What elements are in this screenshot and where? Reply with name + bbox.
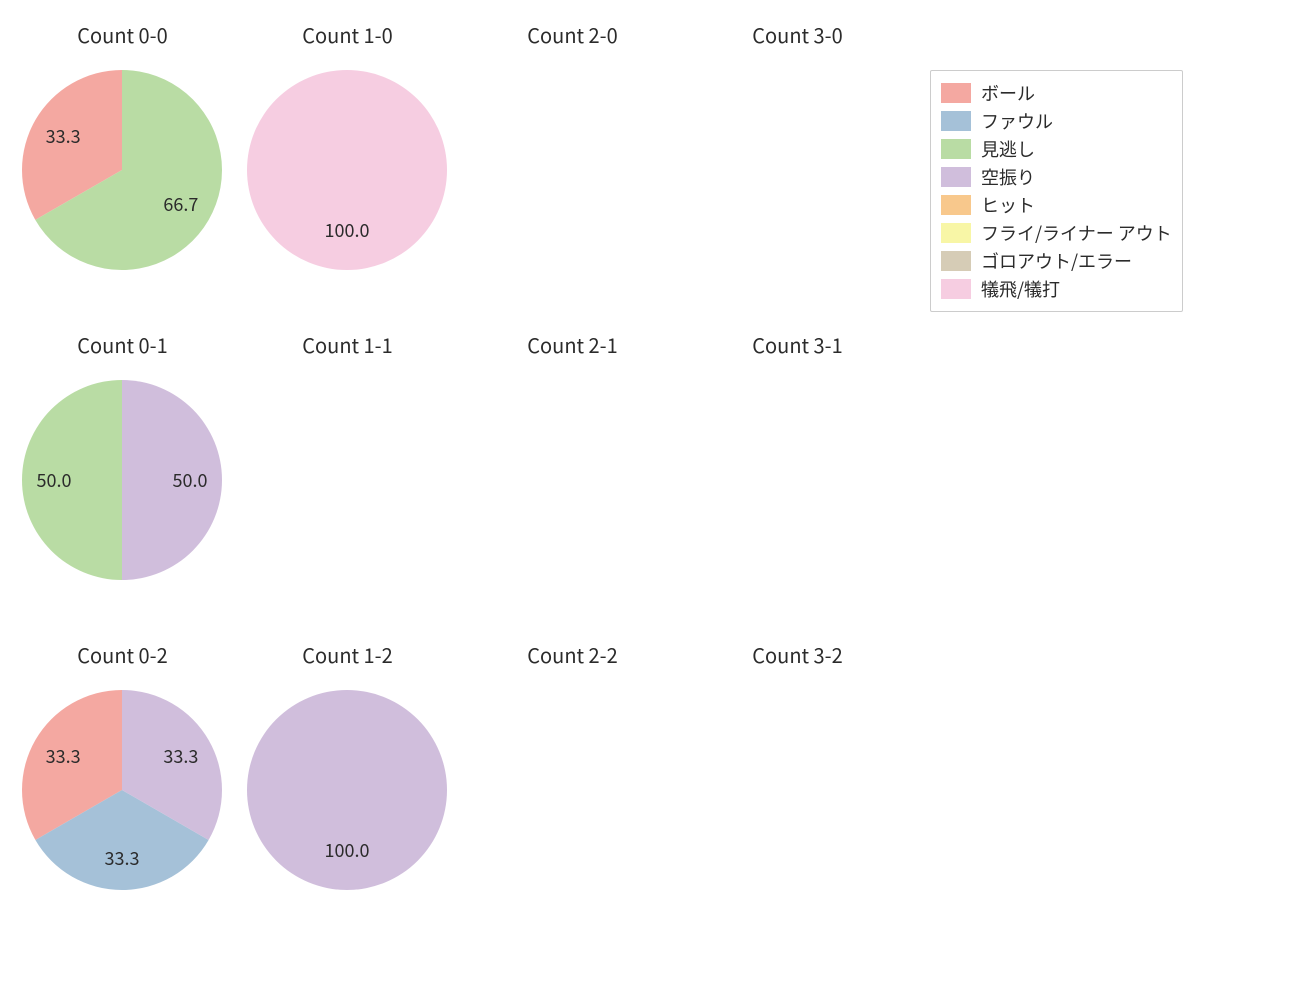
legend-swatch [941, 279, 971, 299]
pie-label: 33.3 [163, 743, 198, 769]
legend-item-sac: 犠飛/犠打 [941, 275, 1172, 303]
panel-count-2-2: Count 2-2 [460, 640, 685, 950]
pie-label: 100.0 [325, 837, 370, 863]
panel-title: Count 3-2 [685, 640, 910, 669]
legend-label: ボール [981, 80, 1035, 106]
panel-count-0-2: Count 0-2 33.3 33.3 33.3 [10, 640, 235, 950]
legend-label: 犠飛/犠打 [981, 276, 1060, 302]
legend: ボールファウル見逃し空振りヒットフライ/ライナー アウトゴロアウト/エラー犠飛/… [930, 70, 1183, 312]
pie-label: 33.3 [105, 845, 140, 871]
legend-label: ゴロアウト/エラー [981, 248, 1132, 274]
legend-item-ball: ボール [941, 79, 1172, 107]
panel-count-1-0: Count 1-0 100.0 [235, 20, 460, 330]
panel-title: Count 2-2 [460, 640, 685, 669]
panel-count-2-1: Count 2-1 [460, 330, 685, 640]
legend-item-swing: 空振り [941, 163, 1172, 191]
panel-count-3-0: Count 3-0 [685, 20, 910, 330]
pie-label: 33.3 [46, 743, 81, 769]
panel-title: Count 0-0 [10, 20, 235, 49]
panel-title: Count 3-1 [685, 330, 910, 359]
panel-count-3-2: Count 3-2 [685, 640, 910, 950]
pie: 33.3 33.3 33.3 [22, 690, 222, 890]
panel-title: Count 0-1 [10, 330, 235, 359]
panel-title: Count 0-2 [10, 640, 235, 669]
legend-swatch [941, 167, 971, 187]
panel-title: Count 2-1 [460, 330, 685, 359]
legend-label: ヒット [981, 192, 1035, 218]
pie: 33.3 66.7 [22, 70, 222, 270]
pie-label: 100.0 [325, 217, 370, 243]
legend-swatch [941, 223, 971, 243]
panel-title: Count 2-0 [460, 20, 685, 49]
chart-grid: Count 0-0 33.3 66.7 Count 1-0 100.0 Count 2-0… [0, 0, 1300, 1000]
legend-label: 空振り [981, 164, 1035, 190]
pie-label: 50.0 [37, 467, 72, 493]
panel-title: Count 1-0 [235, 20, 460, 49]
panel-count-0-1: Count 0-1 50.0 50.0 [10, 330, 235, 640]
legend-label: ファウル [981, 108, 1053, 134]
panel-title: Count 3-0 [685, 20, 910, 49]
legend-swatch [941, 251, 971, 271]
pie-label: 50.0 [173, 467, 208, 493]
legend-item-hit: ヒット [941, 191, 1172, 219]
pie-label: 66.7 [163, 191, 198, 217]
legend-item-foul: ファウル [941, 107, 1172, 135]
legend-item-groundout: ゴロアウト/エラー [941, 247, 1172, 275]
legend-swatch [941, 195, 971, 215]
pie: 100.0 [247, 690, 447, 890]
legend-label: 見逃し [981, 136, 1035, 162]
pie: 100.0 [247, 70, 447, 270]
pie: 50.0 50.0 [22, 380, 222, 580]
panel-title: Count 1-1 [235, 330, 460, 359]
panel-count-1-2: Count 1-2 100.0 [235, 640, 460, 950]
legend-item-flyout: フライ/ライナー アウト [941, 219, 1172, 247]
legend-swatch [941, 83, 971, 103]
panel-count-0-0: Count 0-0 33.3 66.7 [10, 20, 235, 330]
panel-title: Count 1-2 [235, 640, 460, 669]
panel-count-2-0: Count 2-0 [460, 20, 685, 330]
legend-item-miss: 見逃し [941, 135, 1172, 163]
pie-label: 33.3 [46, 123, 81, 149]
panel-count-3-1: Count 3-1 [685, 330, 910, 640]
legend-label: フライ/ライナー アウト [981, 220, 1172, 246]
legend-swatch [941, 111, 971, 131]
pie-svg [22, 70, 222, 270]
legend-swatch [941, 139, 971, 159]
panel-count-1-1: Count 1-1 [235, 330, 460, 640]
